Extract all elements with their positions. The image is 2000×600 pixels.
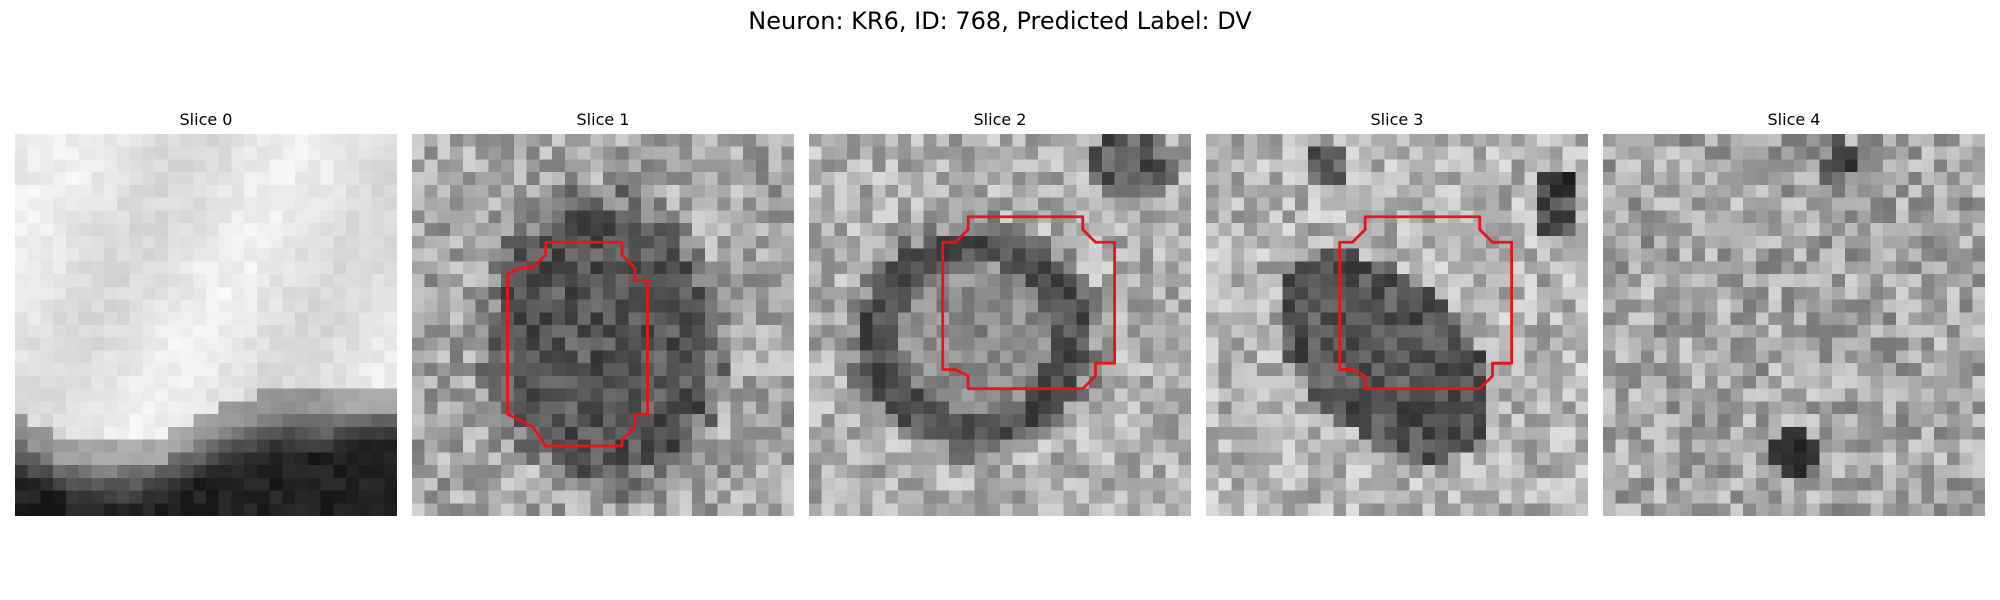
slice-1-pixels (412, 134, 794, 516)
panel-1-title: Slice 1 (576, 110, 630, 129)
panel-0-title: Slice 0 (179, 110, 233, 129)
panel-4-title: Slice 4 (1767, 110, 1821, 129)
slice-4-pixel-grid (1603, 134, 1985, 516)
figure-title: Neuron: KR6, ID: 768, Predicted Label: D… (748, 7, 1252, 35)
panel-2-title: Slice 2 (973, 110, 1027, 129)
slice-2-pixels (809, 134, 1191, 516)
slice-3-image (1206, 134, 1588, 516)
panel-3-title: Slice 3 (1370, 110, 1424, 129)
slice-1-image (412, 134, 794, 516)
slice-2-roi-contour (941, 215, 1117, 391)
slice-0-image (15, 134, 397, 516)
slice-2-pixel-grid (809, 134, 1191, 516)
slice-4-pixels (1603, 134, 1985, 516)
slice-0-pixel-grid (15, 134, 397, 516)
slice-2-image (809, 134, 1191, 516)
slice-3-pixels (1206, 134, 1588, 516)
slice-0-pixels (15, 134, 397, 516)
slice-1-pixel-grid (412, 134, 794, 516)
slice-4-image (1603, 134, 1985, 516)
slice-3-pixel-grid (1206, 134, 1588, 516)
slice-1-roi-contour (506, 240, 649, 448)
slice-3-roi-contour (1338, 215, 1514, 391)
